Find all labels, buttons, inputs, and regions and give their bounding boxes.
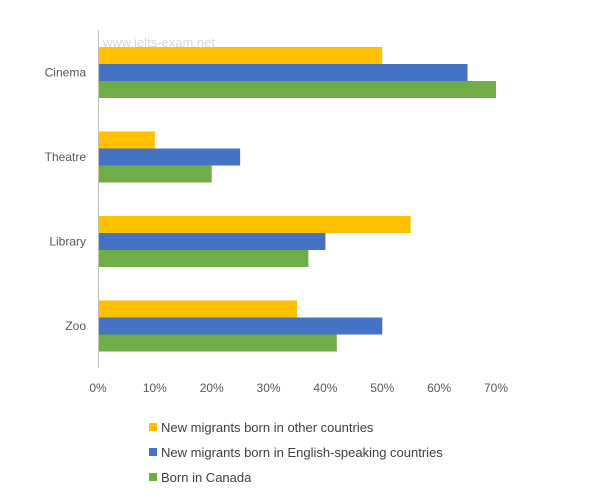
- x-tick-label: 0%: [89, 381, 107, 395]
- x-tick-label: 60%: [427, 381, 451, 395]
- bar-cinema-series-1: [98, 47, 383, 64]
- bar-library-series-3: [98, 250, 309, 267]
- x-tick-label: 10%: [143, 381, 167, 395]
- x-tick-label: 40%: [313, 381, 337, 395]
- bar-cinema-series-3: [98, 81, 496, 98]
- legend-swatch: [149, 448, 157, 456]
- category-label: Zoo: [65, 319, 86, 333]
- bar-theatre-series-2: [98, 148, 241, 166]
- legend-swatch: [149, 473, 157, 481]
- category-label: Library: [49, 235, 86, 249]
- bars-layer: [98, 47, 496, 352]
- category-label: Cinema: [45, 66, 87, 80]
- x-tick-label: 30%: [257, 381, 281, 395]
- legend-swatch: [149, 423, 157, 431]
- category-label: Theatre: [45, 150, 87, 164]
- x-tick-label: 20%: [200, 381, 224, 395]
- legend: New migrants born in other countries New …: [149, 420, 443, 485]
- bar-library-series-2: [98, 233, 326, 250]
- bar-zoo-series-3: [98, 334, 337, 352]
- category-labels: Cinema Theatre Library Zoo: [45, 66, 87, 334]
- bar-zoo-series-2: [98, 317, 383, 335]
- legend-label: New migrants born in English-speaking co…: [161, 445, 443, 460]
- x-tick-label: 50%: [370, 381, 394, 395]
- bar-cinema-series-2: [98, 64, 468, 81]
- legend-label: New migrants born in other countries: [161, 420, 374, 435]
- x-tick-label: 70%: [484, 381, 508, 395]
- bar-theatre-series-1: [98, 131, 155, 149]
- bar-theatre-series-3: [98, 165, 212, 183]
- bar-library-series-1: [98, 216, 411, 233]
- x-tick-labels: 0% 10% 20% 30% 40% 50% 60% 70%: [89, 381, 508, 395]
- watermark: www.ielts-exam.net: [102, 35, 215, 50]
- legend-label: Born in Canada: [161, 470, 252, 485]
- bar-zoo-series-1: [98, 300, 297, 318]
